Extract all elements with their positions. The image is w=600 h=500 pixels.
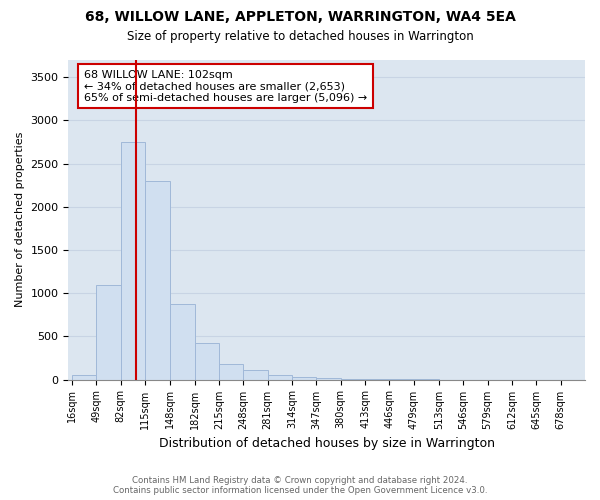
Bar [244,370,268,380]
Text: 68 WILLOW LANE: 102sqm
← 34% of detached houses are smaller (2,653)
65% of semi-: 68 WILLOW LANE: 102sqm ← 34% of detached… [84,70,367,103]
Text: Size of property relative to detached houses in Warrington: Size of property relative to detached ho… [127,30,473,43]
Bar [268,375,292,380]
Bar [97,284,121,380]
Bar [121,142,145,380]
Text: 68, WILLOW LANE, APPLETON, WARRINGTON, WA4 5EA: 68, WILLOW LANE, APPLETON, WARRINGTON, W… [85,10,515,24]
Bar [292,376,316,380]
Bar [219,364,244,380]
X-axis label: Distribution of detached houses by size in Warrington: Distribution of detached houses by size … [159,437,495,450]
Bar [72,376,97,380]
Y-axis label: Number of detached properties: Number of detached properties [15,132,25,308]
Bar [170,304,194,380]
Text: Contains HM Land Registry data © Crown copyright and database right 2024.
Contai: Contains HM Land Registry data © Crown c… [113,476,487,495]
Bar [341,379,365,380]
Bar [194,344,219,380]
Bar [316,378,341,380]
Bar [145,181,170,380]
